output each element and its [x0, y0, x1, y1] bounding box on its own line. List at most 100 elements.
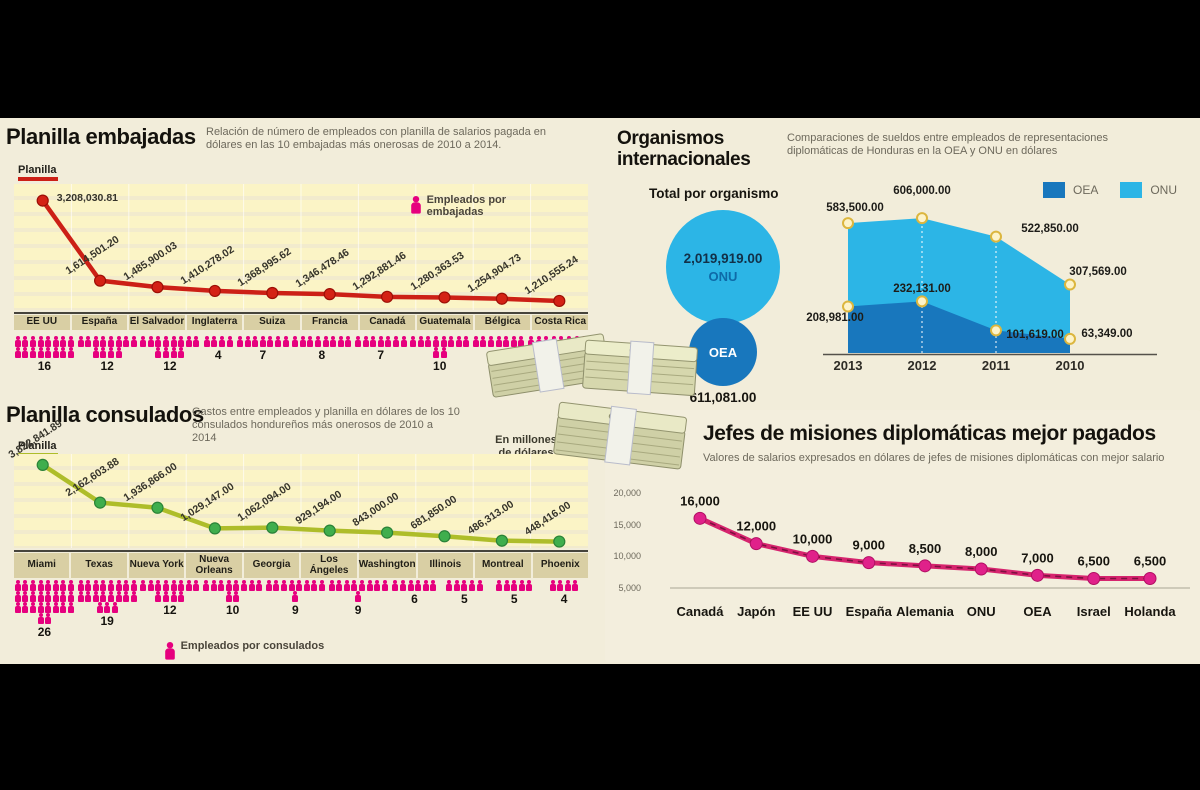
- person-icon: [381, 580, 388, 591]
- svg-text:2013: 2013: [834, 358, 863, 373]
- person-icon: [330, 336, 337, 347]
- person-icon: [37, 613, 44, 624]
- category-label: Francia: [301, 315, 358, 330]
- person-icon: [241, 580, 248, 591]
- person-icon: [22, 336, 29, 347]
- value-label: 1,292,881.46: [350, 249, 409, 293]
- pictograph-row: [409, 347, 470, 358]
- category-label: Miami: [14, 553, 70, 578]
- person-icon: [170, 591, 177, 602]
- category-label: Suiza: [244, 315, 300, 330]
- value-label: 1,346,478.46: [293, 246, 352, 291]
- employees-count: 6: [411, 592, 418, 606]
- person-icon: [14, 336, 21, 347]
- person-icon: [446, 580, 453, 591]
- person-icon: [518, 580, 525, 591]
- person-icon: [115, 591, 122, 602]
- person-icon: [440, 336, 447, 347]
- person-icon: [218, 580, 225, 591]
- pictograph-row: [14, 602, 75, 613]
- person-icon: [225, 580, 232, 591]
- svg-text:63,349.00: 63,349.00: [1081, 328, 1132, 340]
- person-icon: [67, 580, 74, 591]
- category-label: Illinois: [417, 553, 474, 578]
- svg-text:9,000: 9,000: [852, 538, 885, 553]
- person-icon: [564, 580, 571, 591]
- pictograph-row: [140, 580, 201, 591]
- svg-text:2012: 2012: [908, 358, 937, 373]
- person-icon: [377, 336, 384, 347]
- person-icon: [495, 336, 502, 347]
- person-icon: [392, 336, 399, 347]
- embajadas-line-chart: 3,208,030.81 1,614,501.20 1,485,900.03 1,41…: [14, 184, 588, 310]
- value-label: 448,416.00: [522, 498, 574, 538]
- pictograph-row: [14, 591, 75, 602]
- employees-count: 4: [560, 592, 568, 606]
- panel-organismos-internacionales: Organismos internacionales Comparaciones…: [605, 122, 1200, 408]
- category-label: Washington: [358, 553, 416, 578]
- oea-legend-label: OEA: [1073, 183, 1099, 197]
- employees-pictograph: 5: [490, 580, 538, 639]
- consulados-category-axis: Miami Texas Nueva York Nueva Orleans Georgia…: [14, 550, 588, 578]
- pictograph-row: [14, 347, 75, 358]
- person-icon: [453, 580, 460, 591]
- person-icon: [265, 580, 272, 591]
- category-label: Phoenix: [532, 553, 588, 578]
- person-icon: [526, 580, 533, 591]
- person-icon: [345, 336, 352, 347]
- person-icon: [425, 336, 432, 347]
- category-label: Los Ángeles: [301, 553, 357, 578]
- person-icon: [226, 336, 233, 347]
- panel-jefes-misiones: Jefes de misiones diplomáticas mejor pag…: [605, 410, 1200, 662]
- person-icon: [60, 347, 67, 358]
- y-tick-label: 15,000: [613, 519, 641, 530]
- person-icon: [178, 336, 185, 347]
- person-icon: [29, 602, 36, 613]
- employees-count: 10: [433, 359, 447, 373]
- oea-legend-swatch: [1043, 182, 1065, 198]
- person-icon: [67, 336, 74, 347]
- person-icon: [92, 347, 99, 358]
- employees-count: 7: [377, 348, 385, 362]
- person-icon: [92, 591, 99, 602]
- value-label: 1,062,094.00: [235, 480, 294, 524]
- person-icon: [292, 336, 299, 347]
- person-icon: [67, 591, 74, 602]
- person-icon: [237, 336, 244, 347]
- person-icon: [280, 580, 287, 591]
- consulados-line-chart: 3,822,841.89 2,162,603.88 1,936,866.00 1,02…: [6, 417, 588, 548]
- embajadas-people-legend: Empleados por embajadas: [410, 194, 522, 218]
- person-icon: [77, 336, 84, 347]
- category-label: Canadá: [359, 315, 416, 330]
- category-label: Texas: [71, 553, 127, 578]
- person-icon: [22, 602, 29, 613]
- oea-onu-area-chart: 2013 2012 2011 2010 583,500.00 606,000.00 522,…: [806, 185, 1157, 373]
- person-icon: [354, 336, 361, 347]
- consulados-pictographs: 26 19 12 10 9 9 6 5 5 4: [14, 580, 588, 639]
- y-tick-label: 20,000: [613, 488, 641, 498]
- employees-pictograph: 9: [265, 580, 326, 639]
- person-icon: [163, 580, 170, 591]
- person-icon: [572, 580, 579, 591]
- pictograph-row: [236, 336, 289, 347]
- oea-total-circle: OEA: [689, 318, 757, 386]
- person-icon: [22, 591, 29, 602]
- person-icon: [140, 336, 147, 347]
- employees-count: 12: [100, 359, 114, 373]
- organismos-title: Organismos internacionales: [617, 128, 751, 170]
- value-label: 929,194.00: [293, 487, 344, 527]
- person-icon: [415, 580, 422, 591]
- total-por-organismo-label: Total por organismo: [649, 186, 779, 201]
- employees-pictograph: 10: [202, 580, 263, 639]
- employees-count: 8: [318, 348, 326, 362]
- pictograph-row: [140, 347, 201, 358]
- person-icon: [22, 580, 29, 591]
- x-category-label: España: [845, 604, 892, 619]
- person-icon: [52, 336, 59, 347]
- employees-count: 7: [259, 348, 267, 362]
- person-icon: [107, 580, 114, 591]
- organismos-subtitle: Comparaciones de sueldos entre empleados…: [787, 132, 1109, 157]
- person-icon: [147, 336, 154, 347]
- pictograph-row: [265, 580, 326, 591]
